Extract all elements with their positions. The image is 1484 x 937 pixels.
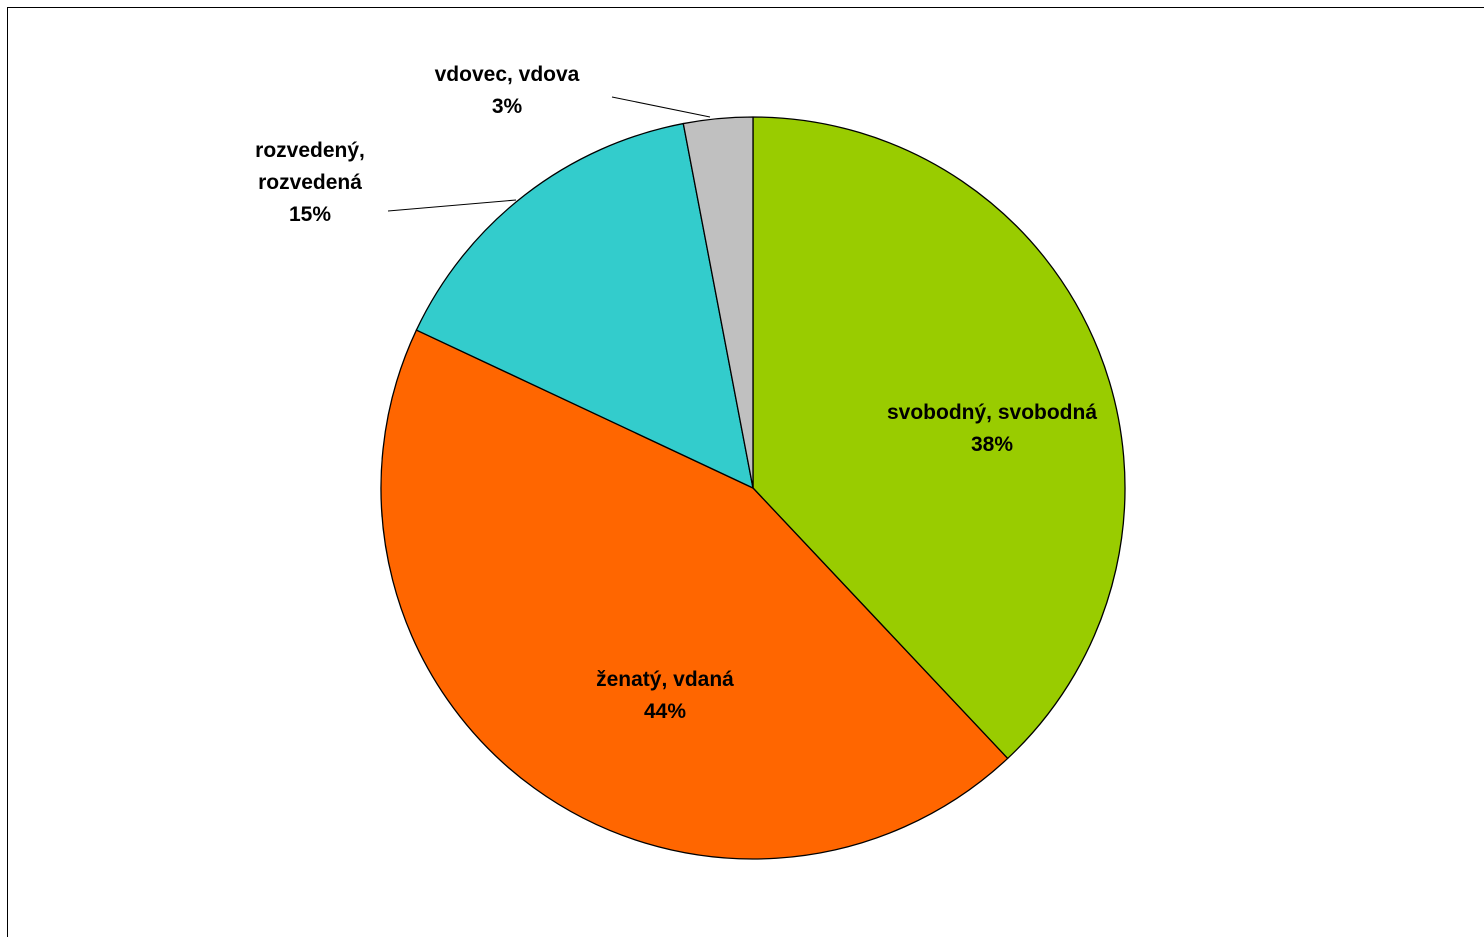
pie-slice bbox=[415, 122, 754, 489]
slice-category-label: vdovec, vdova bbox=[435, 63, 580, 86]
slice-category-label: rozvedený, bbox=[255, 139, 365, 162]
slice-category-label: rozvedená bbox=[258, 171, 362, 194]
slice-percent-label: 38% bbox=[971, 433, 1013, 456]
slice-data-label: svobodný, svobodná 38% bbox=[887, 401, 1097, 456]
leader-lines bbox=[387, 96, 711, 212]
slice-category-label: svobodný, svobodná bbox=[887, 401, 1097, 424]
slice-data-label: rozvedený, rozvedená 15% bbox=[255, 139, 365, 226]
slice-category-label: ženatý, vdaná bbox=[596, 668, 734, 691]
slice-percent-label: 3% bbox=[492, 95, 523, 118]
slice-percent-label: 44% bbox=[644, 700, 686, 723]
pie-slices bbox=[380, 116, 1126, 860]
slice-data-label: vdovec, vdova 3% bbox=[435, 63, 580, 118]
pie-slice bbox=[380, 329, 1009, 860]
slice-data-label: ženatý, vdaná 44% bbox=[596, 668, 734, 723]
leader-line bbox=[611, 96, 711, 118]
pie-slice bbox=[752, 116, 1126, 760]
data-labels: svobodný, svobodná 38% ženatý, vdaná 44% roz… bbox=[255, 63, 1097, 723]
leader-line bbox=[387, 199, 517, 212]
slice-percent-label: 15% bbox=[289, 203, 331, 226]
pie-slice bbox=[682, 116, 754, 489]
